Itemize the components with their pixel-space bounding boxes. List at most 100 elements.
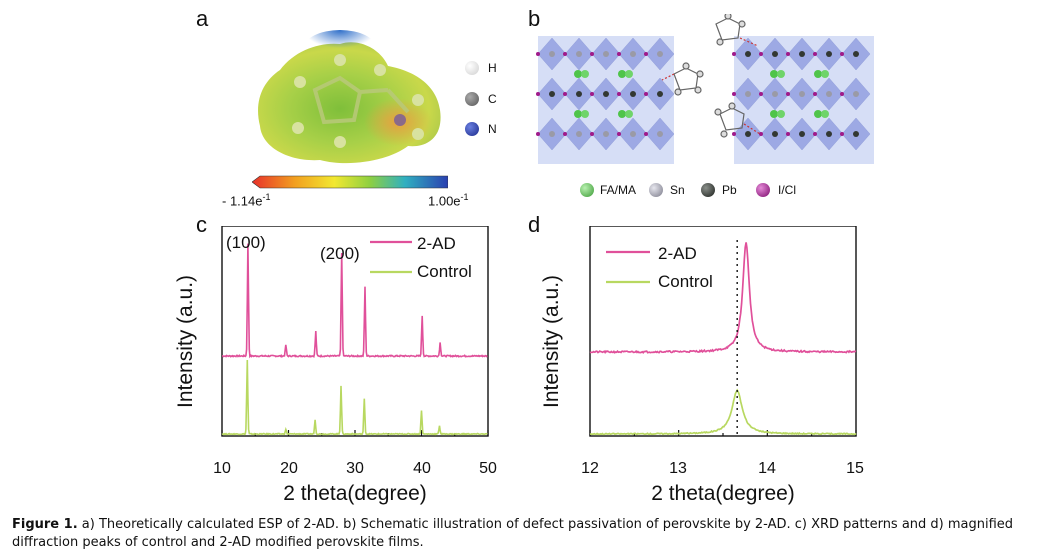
- halide-atom: [590, 92, 594, 96]
- halide-atom: [563, 132, 567, 136]
- cation-atom: [574, 70, 582, 78]
- cation-atom: [625, 110, 633, 118]
- halide-atom: [813, 92, 817, 96]
- cation-atom: [618, 70, 626, 78]
- halide-atom: [590, 132, 594, 136]
- chart-c-ylabel: Intensity (a.u.): [174, 274, 197, 408]
- figure-caption: Figure 1. a) Theoretically calculated ES…: [12, 516, 1042, 552]
- cation-atom: [814, 70, 822, 78]
- legend-sn-dot: [649, 183, 663, 197]
- esp-colorbar: [252, 175, 448, 189]
- metal-atom: [576, 131, 582, 137]
- chart-d-legend-2ad: 2-AD: [658, 244, 697, 263]
- halide-atom: [759, 52, 763, 56]
- legend-h-dot: [465, 61, 479, 75]
- chart-d-xlabel: 2 theta(degree): [651, 482, 795, 505]
- chart-d-xtick: 12: [581, 460, 599, 477]
- halide-atom: [644, 52, 648, 56]
- halide-atom: [786, 52, 790, 56]
- chart-c-xtick: 30: [346, 460, 364, 477]
- metal-atom: [657, 131, 663, 137]
- cation-atom: [821, 70, 829, 78]
- metal-atom: [657, 51, 663, 57]
- halide-atom: [617, 52, 621, 56]
- cation-atom: [821, 110, 829, 118]
- chart-c-xlabel: 2 theta(degree): [283, 482, 427, 505]
- panel-b-letter: b: [528, 6, 541, 31]
- metal-atom: [799, 91, 805, 97]
- metal-atom: [630, 131, 636, 137]
- chart-d-frame: [589, 226, 857, 437]
- metal-atom: [630, 51, 636, 57]
- halide-atom: [840, 132, 844, 136]
- cation-atom: [777, 110, 785, 118]
- metal-atom: [745, 131, 751, 137]
- chart-c-legend-control: Control: [417, 262, 472, 281]
- legend-n-label: N: [488, 122, 497, 136]
- metal-atom: [853, 51, 859, 57]
- cation-atom: [625, 70, 633, 78]
- legend-icl-label: I/Cl: [778, 183, 796, 197]
- legend-c-label: C: [488, 92, 497, 106]
- metal-atom: [799, 51, 805, 57]
- series-line-control: [221, 359, 488, 436]
- chart-c-xtick: 40: [413, 460, 431, 477]
- caption-label: Figure 1.: [12, 517, 78, 532]
- halide-atom: [536, 52, 540, 56]
- halide-atom: [644, 132, 648, 136]
- metal-atom: [603, 51, 609, 57]
- organic-molecule-bottom: [714, 102, 761, 138]
- legend-icl-dot: [756, 183, 770, 197]
- cation-atom: [618, 110, 626, 118]
- cation-atom: [770, 110, 778, 118]
- esp-surface-illustration: [258, 30, 441, 164]
- legend-sn-label: Sn: [670, 183, 685, 197]
- metal-atom: [549, 51, 555, 57]
- panel-d-letter: d: [528, 212, 541, 237]
- cation-atom: [814, 110, 822, 118]
- metal-atom: [853, 91, 859, 97]
- metal-atom: [853, 131, 859, 137]
- legend-fama-label: FA/MA: [600, 183, 637, 197]
- chart-d-xtick: 13: [669, 460, 687, 477]
- cation-atom: [581, 110, 589, 118]
- halide-atom: [759, 132, 763, 136]
- metal-atom: [799, 131, 805, 137]
- panel-a-letter: a: [196, 6, 209, 31]
- organic-molecule-top: [715, 14, 759, 47]
- legend-h-label: H: [488, 61, 497, 75]
- organic-molecule-left: [661, 62, 704, 96]
- halide-atom: [644, 92, 648, 96]
- halide-atom: [617, 92, 621, 96]
- halide-atom: [732, 92, 736, 96]
- caption-text: a) Theoretically calculated ESP of 2-AD.…: [12, 517, 1014, 550]
- peak-label-100: (100): [226, 233, 266, 252]
- legend-fama-dot: [580, 183, 594, 197]
- metal-atom: [745, 51, 751, 57]
- halide-atom: [813, 52, 817, 56]
- series-line-2-ad: [221, 243, 488, 359]
- metal-atom: [826, 91, 832, 97]
- chart-d-ylabel: Intensity (a.u.): [540, 274, 563, 408]
- metal-atom: [657, 91, 663, 97]
- metal-atom: [549, 131, 555, 137]
- halide-atom: [590, 52, 594, 56]
- halide-atom: [536, 132, 540, 136]
- chart-c-xtick: 20: [280, 460, 298, 477]
- halide-atom: [617, 132, 621, 136]
- metal-atom: [603, 131, 609, 137]
- metal-atom: [772, 91, 778, 97]
- chart-c-xtick: 50: [479, 460, 497, 477]
- halide-atom: [813, 132, 817, 136]
- cation-atom: [581, 70, 589, 78]
- peak-label-200: (200): [320, 244, 360, 263]
- series-line-control: [589, 388, 857, 436]
- metal-atom: [745, 91, 751, 97]
- halide-atom: [759, 92, 763, 96]
- colorbar-min-label: - 1.14e-1: [222, 192, 271, 209]
- xrd-patterns-chart: [221, 226, 489, 437]
- panel-c-letter: c: [196, 212, 207, 237]
- halide-atom: [786, 132, 790, 136]
- colorbar-max-label: 1.00e-1: [428, 192, 469, 209]
- series-line-2-ad: [589, 242, 857, 354]
